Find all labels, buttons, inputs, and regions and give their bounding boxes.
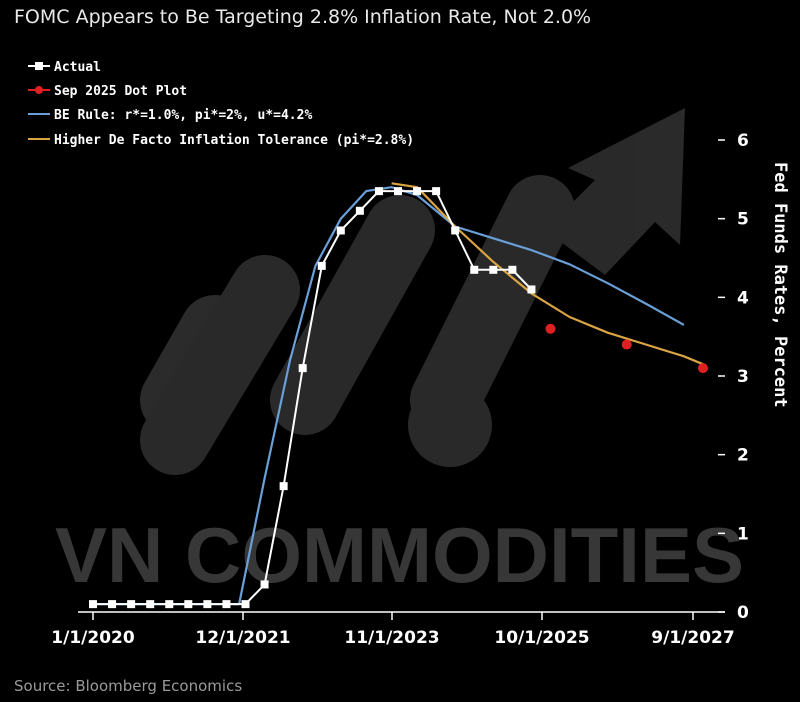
actual-point: [374, 187, 383, 196]
y-tick-label: 4: [737, 288, 749, 308]
watermark-stroke: [140, 255, 300, 475]
y-axis-label: Fed Funds Rates, Percent: [770, 162, 790, 408]
dot-plot-point: [698, 363, 708, 374]
actual-point: [108, 600, 117, 609]
dot-plot-point: [621, 339, 632, 350]
watermark-stroke: [270, 195, 435, 435]
actual-point: [165, 600, 174, 609]
series-line-tolerance: [391, 182, 704, 366]
watermark-logo: VN COMMODITIES: [55, 108, 744, 599]
actual-point: [203, 600, 212, 609]
actual-point: [336, 226, 345, 235]
y-tick-label: 3: [737, 367, 749, 387]
actual-point: [184, 600, 193, 609]
actual-point: [260, 580, 269, 589]
legend-label-dot-plot: Sep 2025 Dot Plot: [54, 84, 187, 99]
actual-point: [317, 261, 326, 270]
y-tick-label: 1: [737, 524, 749, 544]
chart-title: FOMC Appears to Be Targeting 2.8% Inflat…: [14, 6, 592, 28]
actual-point: [241, 600, 250, 609]
x-tick-label: 9/1/2027: [651, 628, 734, 648]
actual-point: [413, 187, 422, 196]
x-axis-ticks: 1/1/2020 12/1/2021 11/1/2023 10/1/2025 9/1/2…: [51, 612, 735, 648]
actual-point: [355, 206, 364, 215]
watermark-stroke: [410, 175, 575, 435]
watermark-arrow: [545, 108, 685, 275]
actual-point: [279, 482, 288, 491]
source-note: Source: Bloomberg Economics: [14, 677, 243, 695]
legend: Actual Sep 2025 Dot Plot BE Rule: r*=1.0%,…: [28, 60, 414, 148]
legend-label-actual: Actual: [54, 60, 101, 75]
actual-point: [432, 187, 441, 196]
y-tick-label: 6: [737, 131, 749, 151]
plot-area: [89, 182, 708, 609]
legend-label-be-rule: BE Rule: r*=1.0%, pi*=2%, u*=4.2%: [54, 108, 312, 123]
dot-plot-point: [545, 323, 556, 334]
x-tick-label: 10/1/2025: [494, 628, 589, 648]
actual-point: [508, 265, 517, 274]
y-axis-ticks: 0 1 2 3 4 5 6: [718, 131, 749, 623]
legend-swatch-marker: [35, 62, 43, 70]
actual-point: [89, 600, 97, 609]
legend-swatch-marker: [35, 86, 43, 94]
y-tick-label: 2: [737, 446, 749, 466]
actual-point: [394, 187, 402, 196]
y-tick-label: 0: [737, 603, 749, 623]
actual-point: [127, 600, 136, 609]
actual-point: [146, 600, 155, 609]
x-tick-label: 1/1/2020: [51, 628, 135, 648]
actual-point: [222, 600, 231, 609]
x-tick-label: 11/1/2023: [344, 628, 439, 648]
actual-point: [527, 285, 536, 294]
legend-label-tolerance: Higher De Facto Inflation Tolerance (pi*…: [54, 133, 414, 148]
actual-point: [298, 364, 307, 373]
watermark-dot: [408, 383, 492, 467]
actual-point: [451, 226, 460, 235]
watermark-text: VN COMMODITIES: [55, 511, 744, 599]
y-tick-label: 5: [737, 210, 749, 230]
x-tick-label: 12/1/2021: [195, 628, 290, 648]
actual-point: [489, 265, 498, 274]
series-line-be-rule: [93, 186, 685, 606]
actual-point: [470, 265, 479, 274]
